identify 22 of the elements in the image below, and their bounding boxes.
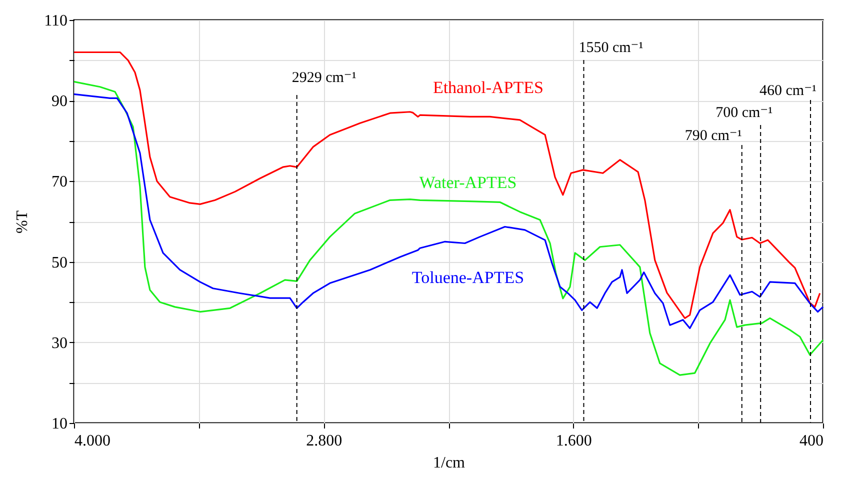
- x-tick-label: 4.000: [74, 432, 110, 450]
- ref-line-label: 1550 cm⁻¹: [578, 40, 644, 56]
- line-series: [73, 51, 821, 320]
- series-label: Water-APTES: [419, 172, 517, 192]
- y-tick-label: 110: [44, 12, 68, 30]
- y-tick-label: 30: [52, 334, 68, 352]
- x-axis-title: 1/cm: [433, 454, 466, 472]
- series-label: Ethanol-APTES: [432, 78, 544, 98]
- y-tick-label: 50: [52, 254, 68, 272]
- ref-line-label: 2929 cm⁻¹: [292, 70, 356, 86]
- ref-line-label: 700 cm⁻¹: [716, 105, 773, 121]
- x-tick-label: 2.800: [306, 432, 342, 450]
- y-axis-title: %T: [14, 210, 32, 234]
- ref-line-label: 460 cm⁻¹: [760, 83, 817, 99]
- x-tick-label: 400: [800, 432, 824, 450]
- y-tick-label: 70: [52, 174, 68, 191]
- y-tick-label: 10: [52, 416, 68, 432]
- x-tick-label: 1.600: [556, 432, 592, 450]
- ref-line-label: 790 cm⁻¹: [684, 128, 742, 144]
- y-tick-label: 90: [52, 93, 68, 110]
- series-label: Toluene-APTES: [412, 268, 524, 287]
- line-series: [73, 80, 824, 376]
